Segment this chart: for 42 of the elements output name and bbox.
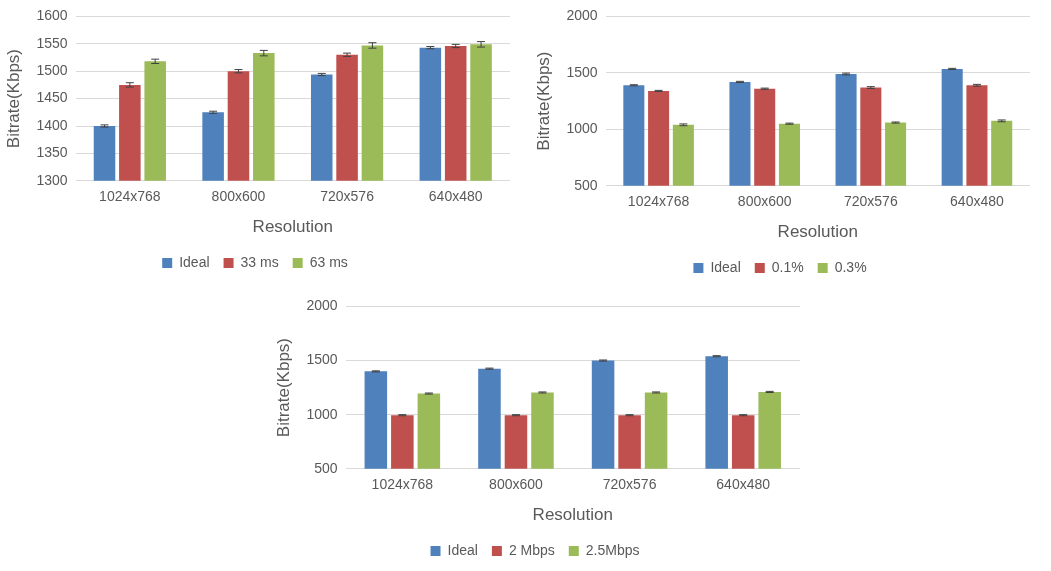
legend-label: 0.1%	[771, 258, 804, 275]
x-tick-label: 640x480	[950, 193, 1005, 210]
legend-label: 2.5Mbps	[585, 541, 640, 558]
x-tick-label: 640x480	[428, 188, 483, 205]
y-tick-label: 1000	[306, 405, 338, 422]
x-tick-label: 1024x768	[99, 188, 161, 205]
y-tick-label: 1500	[306, 351, 338, 368]
x-tick-label: 720x576	[320, 188, 375, 205]
x-axis-title: Resolution	[252, 217, 333, 237]
y-tick-label: 1450	[36, 89, 68, 106]
legend-label: Ideal	[179, 253, 210, 270]
y-tick-label: 1500	[566, 63, 598, 80]
y-axis-title: Bitrate(Kbps)	[533, 51, 553, 151]
legend-label: Ideal	[447, 541, 478, 558]
x-tick-label: 640x480	[716, 476, 771, 493]
y-tick-label: 1350	[36, 144, 68, 161]
x-tick-label: 800x600	[737, 193, 792, 210]
x-tick-label: 800x600	[211, 188, 266, 205]
y-axis-title: Bitrate(Kbps)	[3, 49, 23, 149]
x-axis-title: Resolution	[777, 222, 858, 242]
y-tick-label: 1500	[36, 62, 68, 79]
y-tick-label: 2000	[306, 297, 338, 314]
legend-label: 63 ms	[309, 253, 348, 270]
y-tick-label: 2000	[566, 7, 598, 24]
legend-label: 0.3%	[834, 258, 867, 275]
y-tick-label: 1400	[36, 116, 68, 133]
legend-label: Ideal	[710, 258, 741, 275]
legend-label: 33 ms	[240, 253, 279, 270]
y-tick-label: 1600	[36, 7, 68, 24]
x-tick-label: 720x576	[843, 193, 898, 210]
x-axis-title: Resolution	[532, 505, 613, 525]
y-tick-label: 1550	[36, 34, 68, 51]
x-tick-label: 720x576	[602, 476, 657, 493]
x-tick-label: 1024x768	[371, 476, 434, 493]
x-tick-label: 800x600	[489, 476, 544, 493]
y-tick-label: 500	[574, 176, 598, 193]
x-tick-label: 1024x768	[627, 193, 690, 210]
y-tick-label: 500	[314, 459, 338, 476]
y-tick-label: 1000	[566, 120, 598, 137]
y-tick-label: 1300	[36, 171, 68, 188]
legend-label: 2 Mbps	[508, 541, 555, 558]
y-axis-title: Bitrate(Kbps)	[273, 338, 293, 438]
